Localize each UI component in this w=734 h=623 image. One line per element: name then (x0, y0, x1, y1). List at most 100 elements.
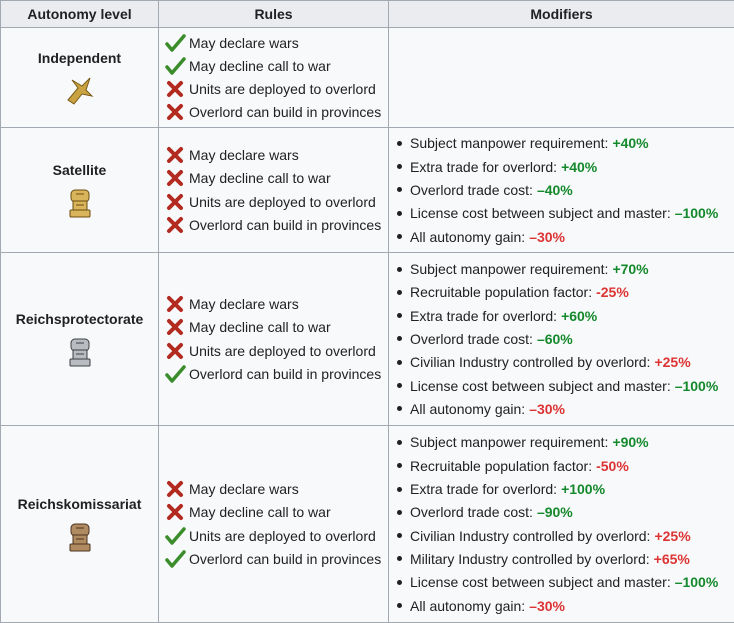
modifiers-list: Subject manpower requirement: +70% Recruit… (395, 257, 728, 420)
modifiers-cell (388, 27, 734, 128)
header-cell: Autonomy level (0, 0, 159, 28)
cross-icon (167, 481, 183, 498)
modifier-item: Subject manpower requirement: +40% (395, 132, 728, 155)
modifier-label: All autonomy gain: (410, 597, 526, 614)
modifier-value: +25% (654, 354, 691, 371)
rule-item: Units are deployed to overlord (165, 78, 382, 101)
rule-item: Units are deployed to overlord (165, 524, 382, 547)
rule-item: Units are deployed to overlord (165, 190, 382, 213)
modifier-label: Civilian Industry controlled by overlord… (410, 354, 651, 371)
modifier-value: –30% (529, 597, 565, 614)
modifier-value: –100% (674, 574, 719, 591)
cross-icon (167, 193, 183, 210)
rule-item: May declare wars (165, 292, 382, 315)
modifiers-cell: Subject manpower requirement: +40% Extra t… (388, 127, 734, 253)
modifier-label: Overlord trade cost: (410, 330, 533, 347)
rules-cell: May declare wars May decline call to war U… (158, 27, 389, 128)
level-name: Reichskomissariat (17, 496, 142, 512)
modifier-item: Extra trade for overlord: +60% (395, 304, 728, 327)
modifier-value: +90% (612, 434, 649, 451)
modifiers-list: Subject manpower requirement: +40% Extra t… (395, 132, 728, 248)
table-row: Satellite May declare wars May decline cal… (0, 127, 734, 253)
modifier-item: Civilian Industry controlled by overlord… (395, 351, 728, 374)
modifier-value: +70% (612, 261, 649, 278)
level-cell: Reichsprotectorate (0, 252, 159, 426)
modifier-label: Extra trade for overlord: (410, 307, 558, 324)
check-icon (165, 365, 186, 383)
modifier-value: +40% (612, 135, 649, 152)
modifier-label: License cost between subject and master: (410, 574, 671, 591)
modifier-item: Overlord trade cost: –60% (395, 327, 728, 350)
modifier-value: -50% (596, 457, 629, 474)
modifier-value: –90% (536, 504, 573, 521)
modifier-label: Subject manpower requirement: (410, 135, 609, 152)
modifier-item: Extra trade for overlord: +100% (395, 477, 728, 500)
modifier-value: –30% (529, 400, 565, 417)
modifier-label: All autonomy gain: (410, 228, 526, 245)
level-cell: Independent (0, 27, 159, 128)
rules-cell: May declare wars May decline call to war U… (158, 425, 389, 623)
cross-icon (167, 147, 183, 164)
cross-icon (167, 319, 183, 336)
modifier-value: –100% (674, 205, 719, 222)
modifier-label: Military Industry controlled by overlord… (410, 550, 650, 567)
table-row: Independent May declare wars May decline c… (0, 27, 734, 128)
modifier-item: Recruitable population factor: -25% (395, 281, 728, 304)
cross-icon (167, 104, 183, 121)
modifier-label: Recruitable population factor: (410, 284, 593, 301)
rule-text: May declare wars (189, 34, 299, 51)
level-name: Satellite (52, 162, 107, 178)
rule-text: Overlord can build in provinces (189, 104, 382, 121)
rule-item: May decline call to war (165, 167, 382, 190)
table-body: Independent May declare wars May decline c… (0, 27, 734, 623)
modifier-value: –30% (529, 228, 565, 245)
level-cell: Reichskomissariat (0, 425, 159, 623)
modifier-item: All autonomy gain: –30% (395, 225, 728, 248)
modifier-label: Civilian Industry controlled by overlord… (410, 527, 651, 544)
cross-icon (167, 81, 183, 98)
modifier-item: All autonomy gain: –30% (395, 397, 728, 420)
modifier-value: +100% (561, 481, 606, 498)
rule-item: Overlord can build in provinces (165, 362, 382, 385)
header-cell: Modifiers (388, 0, 734, 28)
rules-cell: May declare wars May decline call to war U… (158, 127, 389, 253)
rule-item: May decline call to war (165, 316, 382, 339)
level-icon (69, 189, 90, 218)
modifier-item: Civilian Industry controlled by overlord… (395, 524, 728, 547)
modifier-value: +25% (654, 527, 691, 544)
modifiers-cell: Subject manpower requirement: +70% Recruit… (388, 252, 734, 426)
rule-item: May declare wars (165, 31, 382, 54)
modifier-label: License cost between subject and master: (410, 377, 671, 394)
modifier-value: –40% (536, 181, 573, 198)
level-name: Independent (37, 49, 122, 66)
modifier-label: Overlord trade cost: (410, 181, 533, 198)
rule-text: Overlord can build in provinces (189, 550, 382, 567)
rule-item: May declare wars (165, 143, 382, 166)
modifier-item: Overlord trade cost: –40% (395, 178, 728, 201)
rule-text: May decline call to war (189, 170, 331, 187)
rule-item: May declare wars (165, 477, 382, 500)
modifier-label: Extra trade for overlord: (410, 158, 558, 175)
header-row: Autonomy level Rules Modifiers (0, 0, 734, 28)
table-row: Reichsprotectorate May declare wars May de… (0, 252, 734, 426)
modifier-value: –60% (536, 330, 573, 347)
rule-text: May declare wars (189, 147, 299, 164)
check-icon (165, 526, 186, 545)
modifier-item: Overlord trade cost: –90% (395, 501, 728, 524)
modifier-value: +65% (653, 550, 690, 567)
modifier-label: Extra trade for overlord: (410, 481, 558, 498)
modifier-item: Recruitable population factor: -50% (395, 454, 728, 477)
modifier-label: All autonomy gain: (410, 400, 526, 417)
rule-item: Units are deployed to overlord (165, 339, 382, 362)
level-icon (66, 77, 94, 105)
modifiers-cell: Subject manpower requirement: +90% Recruit… (388, 425, 734, 623)
cross-icon (167, 170, 183, 187)
cross-icon (167, 342, 183, 359)
modifier-item: Subject manpower requirement: +90% (395, 431, 728, 454)
modifiers-list: Subject manpower requirement: +90% Recruit… (395, 431, 728, 617)
rule-text: Units are deployed to overlord (189, 342, 376, 359)
rule-text: Units are deployed to overlord (189, 527, 376, 544)
rules-list: May declare wars May decline call to war U… (165, 31, 382, 124)
rule-text: May decline call to war (189, 319, 331, 336)
rule-item: Overlord can build in provinces (165, 547, 382, 570)
